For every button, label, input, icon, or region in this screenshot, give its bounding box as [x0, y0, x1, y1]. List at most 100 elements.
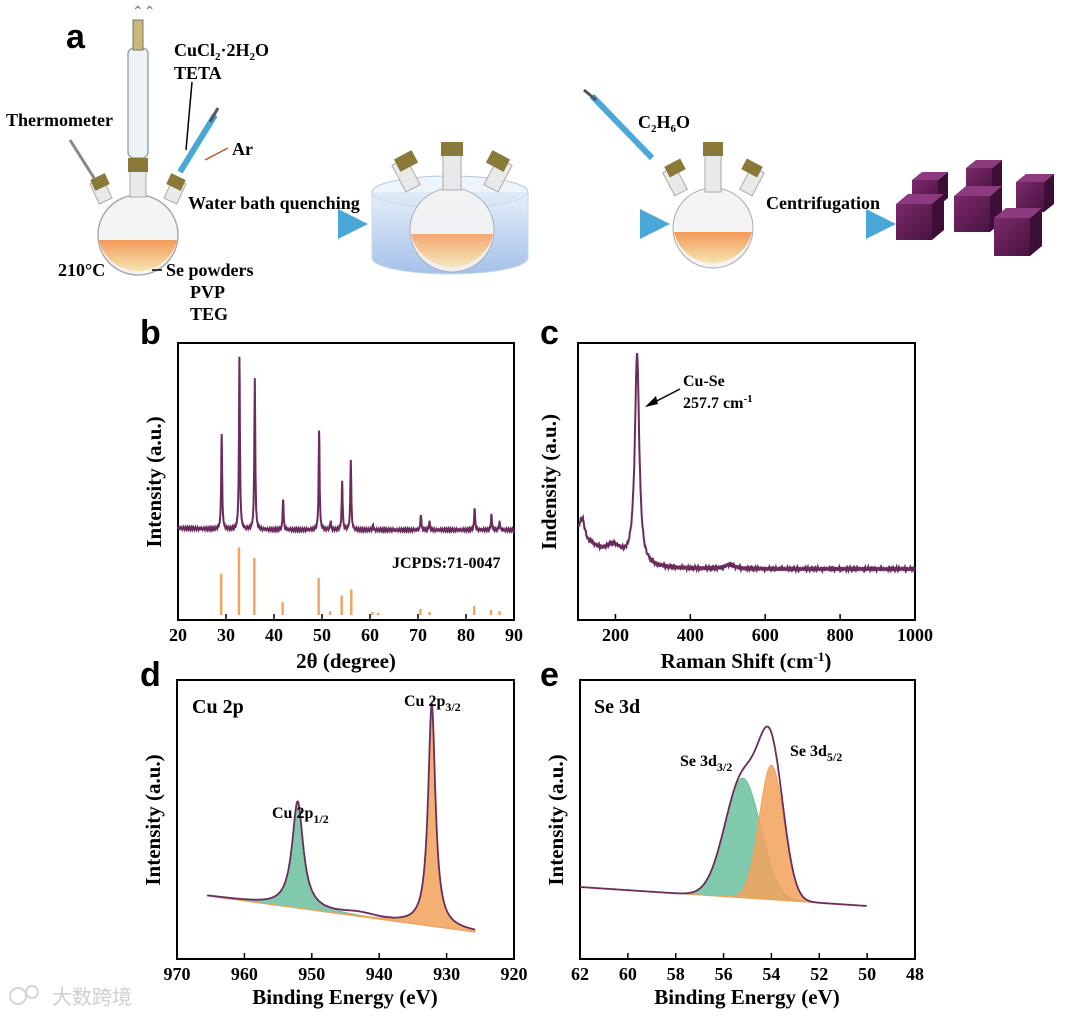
fitted-peaks: [206, 702, 476, 933]
flask-liquid: [99, 240, 177, 272]
x-tick-label: 20: [169, 625, 187, 645]
y-axis-label: Intensity (a.u.): [142, 416, 166, 547]
watermark-icon: [9, 987, 27, 1005]
solvent-label: C2H6O: [638, 112, 690, 135]
fitted-peak-area: [579, 777, 868, 907]
x-tick-label: 920: [501, 964, 528, 984]
x-tick-label: 600: [752, 625, 779, 645]
panel-title: Se 3d: [594, 696, 640, 718]
x-tick-label: 940: [366, 964, 393, 984]
thermometer-label: Thermometer: [6, 110, 113, 130]
stopper-center: [128, 158, 148, 172]
stopper-right: [166, 173, 186, 191]
panel-label-c: c: [540, 314, 559, 352]
flask-3-liquid: [674, 232, 752, 264]
x-tick-label: 1000: [897, 625, 933, 645]
raman-frame: [577, 342, 916, 621]
panel-d-cu2p: d 970 960 950 940 930 920 Cu 2p Cu 2p1/2 Cu 2…: [140, 656, 528, 1009]
x-tick-label: 50: [313, 625, 331, 645]
vapor-mark: ⌃⌃: [132, 5, 155, 20]
bath-stopper-center: [441, 142, 463, 156]
x-tick-label: 52: [810, 964, 828, 984]
fitted-peaks: [579, 764, 868, 907]
annotation-line-1: Cu-Se: [683, 373, 725, 390]
syringe-2: [589, 93, 655, 161]
x-tick-label: 56: [715, 964, 733, 984]
syringe-2-plunger: [583, 88, 597, 102]
x-tick-label: 80: [457, 625, 475, 645]
peak-label-1: Se 3d3/2: [680, 753, 732, 774]
step-1-label: Water bath quenching: [188, 193, 360, 213]
reference-label: JCPDS:71-0047: [392, 555, 500, 572]
xrd-pattern-line: [177, 356, 515, 535]
panel-label-e: e: [540, 656, 559, 694]
peak-label-2: Cu 2p3/2: [404, 693, 461, 714]
x-tick-label: 960: [231, 964, 258, 984]
panel-a-scheme: a ⌃⌃ Thermometer CuCl2·2H2O TETA Ar 210°…: [6, 5, 1054, 324]
y-axis-label: Intensity (a.u.): [544, 754, 568, 885]
cube: [954, 186, 1002, 232]
peak-label-1: Cu 2p1/2: [272, 805, 329, 826]
temperature-label: 210°C: [58, 260, 105, 280]
x-tick-label: 60: [361, 625, 379, 645]
x-tick-label: 40: [265, 625, 283, 645]
flask-3: [583, 88, 765, 269]
x-axis-ticks: 970 960 950 940 930 920: [164, 953, 528, 984]
y-axis-label: Intensity (a.u.): [141, 754, 165, 885]
stopper-left: [90, 173, 110, 191]
xps-se-frame: [579, 679, 916, 960]
xrd-frame: [177, 342, 515, 621]
peak-label-2: Se 3d5/2: [790, 743, 842, 764]
x-tick-label: 90: [505, 625, 523, 645]
panel-label-d: d: [140, 656, 161, 694]
panel-c-raman: c 200 400 600 800 1000 Cu-Se 257.7 cm-1 Rama…: [537, 314, 933, 673]
gas-arrow: [204, 147, 229, 161]
flask-1: ⌃⌃: [68, 5, 229, 276]
x-tick-label: 62: [571, 964, 589, 984]
x-tick-label: 930: [433, 964, 460, 984]
x-axis-label: Binding Energy (eV): [654, 985, 840, 1009]
flask-3-stopper-left: [664, 158, 686, 178]
x-tick-label: 50: [858, 964, 876, 984]
panel-label-a: a: [66, 18, 86, 56]
x-tick-label: 54: [762, 964, 780, 984]
fitted-peak-area: [206, 702, 476, 933]
envelope-line: [207, 700, 476, 931]
panel-title: Cu 2p: [192, 696, 244, 718]
x-tick-label: 970: [164, 964, 191, 984]
annotation-line-2: 257.7 cm-1: [683, 393, 753, 412]
condenser-top: [132, 19, 144, 51]
reagent-1-label: CuCl2·2H2O: [174, 40, 269, 63]
watermark-icon: [25, 985, 39, 999]
flask-3-neck: [704, 149, 722, 193]
flask-3-stopper-right: [741, 158, 763, 178]
powder-2-label: PVP: [190, 282, 225, 302]
x-axis-label: Raman Shift (cm-1): [661, 649, 832, 673]
xps-cu-frame: [176, 679, 515, 960]
powder-3-label: TEG: [190, 304, 228, 324]
x-axis-ticks: 20 30 40 50 60 70 80 90: [169, 614, 523, 645]
step-2-label: Centrifugation: [766, 193, 880, 213]
cube: [896, 194, 944, 240]
x-axis-label: 2θ (degree): [296, 649, 396, 673]
x-tick-label: 200: [602, 625, 629, 645]
x-axis-label: Binding Energy (eV): [252, 985, 438, 1009]
x-tick-label: 950: [298, 964, 325, 984]
x-tick-label: 58: [667, 964, 685, 984]
condenser: [127, 47, 149, 159]
x-axis-ticks: 200 400 600 800 1000: [602, 614, 933, 645]
syringe-1: [177, 113, 218, 174]
panel-e-se3d: e 62 60 58 56 54 52 50 48 Se 3d Se 3d3/2 Se 3d5…: [540, 656, 924, 1009]
powder-1-label: Se powders: [166, 260, 254, 280]
flask-3-stopper: [703, 142, 723, 156]
cube: [1016, 174, 1054, 212]
watermark-text: 大数跨境: [52, 986, 132, 1009]
x-tick-label: 800: [827, 625, 854, 645]
y-axis-label: Indensity (a.u.): [537, 414, 561, 550]
x-tick-label: 60: [619, 964, 637, 984]
x-tick-label: 30: [217, 625, 235, 645]
annotation-arrow-head: [645, 396, 658, 407]
cube: [994, 208, 1042, 256]
x-axis-ticks: 62 60 58 56 54 52 50 48: [571, 953, 924, 984]
